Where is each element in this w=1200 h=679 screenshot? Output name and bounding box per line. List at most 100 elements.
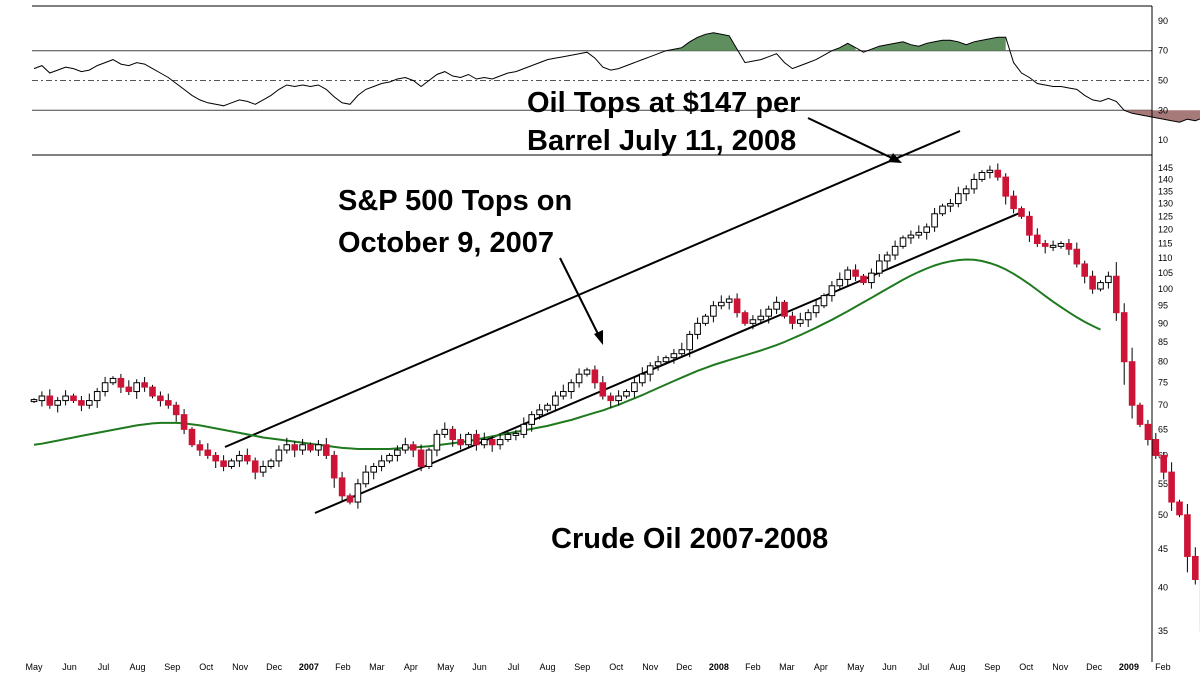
candle-84 <box>694 317 701 340</box>
candle-body-132 <box>1073 248 1081 265</box>
candle-144 <box>1168 462 1175 511</box>
candle-body-54 <box>457 439 464 446</box>
candle-26 <box>236 450 243 467</box>
candle-body-8 <box>93 391 101 402</box>
rsi-tick-label-30: 30 <box>1158 105 1168 115</box>
candle-body-97 <box>797 319 804 324</box>
candle-16 <box>157 391 164 407</box>
candle-94 <box>773 296 780 315</box>
candle-body-51 <box>433 433 441 451</box>
candle-11 <box>117 373 125 394</box>
candle-40 <box>346 493 354 505</box>
candle-101 <box>828 281 836 302</box>
rsi-panel: 10 30 50 70 90 <box>32 5 1200 156</box>
candle-body-139 <box>1128 361 1136 406</box>
candle-body-87 <box>718 301 725 307</box>
candle-21 <box>196 440 204 456</box>
candle-124 <box>1010 190 1017 214</box>
price-tick-label-95: 95 <box>1158 301 1168 311</box>
candle-body-23 <box>212 454 219 462</box>
candle-body-50 <box>425 449 433 467</box>
candle-body-29 <box>259 465 267 473</box>
candle-body-98 <box>804 312 812 321</box>
candle-body-113 <box>923 226 931 233</box>
price-tick-label-145: 145 <box>1158 163 1173 173</box>
price-tick-label-50: 50 <box>1158 510 1168 520</box>
oil-top-arrow <box>807 117 897 161</box>
candle-69 <box>575 368 583 388</box>
candle-body-128 <box>1041 243 1049 247</box>
candle-body-112 <box>915 231 923 236</box>
candle-47 <box>402 437 409 454</box>
candle-body-83 <box>686 333 694 351</box>
candle-body-35 <box>307 444 314 451</box>
candle-24 <box>220 455 227 472</box>
candle-104 <box>852 264 859 281</box>
candle-29 <box>259 460 267 477</box>
candle-83 <box>686 330 694 358</box>
candle-body-45 <box>386 454 393 462</box>
candle-136 <box>1105 271 1112 289</box>
candle-body-6 <box>78 400 85 406</box>
candle-134 <box>1089 270 1096 294</box>
price-tick-label-110: 110 <box>1158 253 1172 263</box>
sp500-top-annotation-line-1: S&P 500 Tops on <box>338 185 572 217</box>
candle-143 <box>1160 452 1168 480</box>
candle-48 <box>409 441 417 458</box>
candle-96 <box>789 311 796 330</box>
candle-93 <box>765 305 773 324</box>
candle-43 <box>370 462 377 480</box>
x-tick-label-32: 2009 <box>1119 662 1139 672</box>
x-tick-label-30: Nov <box>1052 662 1069 672</box>
price-tick-label-70: 70 <box>1158 400 1168 410</box>
candle-body-55 <box>465 433 472 446</box>
candle-body-130 <box>1057 243 1065 247</box>
candle-body-24 <box>220 460 227 467</box>
price-tick-label-85: 85 <box>1158 337 1168 347</box>
candle-6 <box>78 396 85 412</box>
candle-body-78 <box>646 365 654 375</box>
candle-139 <box>1128 347 1136 419</box>
candle-body-92 <box>757 315 765 321</box>
x-tick-label-1: Jun <box>62 662 77 672</box>
candle-102 <box>836 272 844 290</box>
price-tick-label-80: 80 <box>1158 357 1168 367</box>
candle-body-144 <box>1168 471 1175 503</box>
x-tick-label-27: Aug <box>950 662 966 672</box>
price-tick-label-135: 135 <box>1158 186 1173 196</box>
candle-body-57 <box>481 439 488 446</box>
candle-35 <box>307 442 314 453</box>
x-tick-label-5: Oct <box>199 662 214 672</box>
candle-body-124 <box>1010 195 1017 210</box>
candle-body-12 <box>125 386 133 393</box>
annotations: Oil Tops at $147 per Barrel July 11, 200… <box>338 87 902 555</box>
price-tick-label-130: 130 <box>1158 199 1173 209</box>
oil-top-annotation-line-2: Barrel July 11, 2008 <box>527 125 796 157</box>
candle-76 <box>631 378 638 398</box>
candle-71 <box>591 365 599 389</box>
candle-body-111 <box>907 234 915 239</box>
x-tick-label-3: Aug <box>129 662 145 672</box>
candle-body-36 <box>315 444 322 451</box>
candle-body-73 <box>607 395 615 402</box>
candle-body-146 <box>1184 514 1191 557</box>
candle-body-20 <box>188 428 196 446</box>
candle-68 <box>567 379 575 399</box>
candle-97 <box>797 312 804 327</box>
candle-body-90 <box>741 312 749 324</box>
candle-140 <box>1136 402 1144 428</box>
candle-body-66 <box>552 395 559 406</box>
candle-13 <box>133 379 140 399</box>
candle-57 <box>481 432 488 449</box>
candle-30 <box>267 458 275 469</box>
price-tick-label-115: 115 <box>1158 239 1172 249</box>
candle-122 <box>994 163 1002 181</box>
candle-body-48 <box>409 444 417 451</box>
candle-body-49 <box>417 449 425 467</box>
candle-45 <box>386 453 393 464</box>
price-tick-label-140: 140 <box>1158 174 1173 184</box>
candle-10 <box>109 376 117 386</box>
candle-body-41 <box>354 483 362 503</box>
candle-123 <box>1002 173 1010 205</box>
candle-body-11 <box>117 377 125 388</box>
